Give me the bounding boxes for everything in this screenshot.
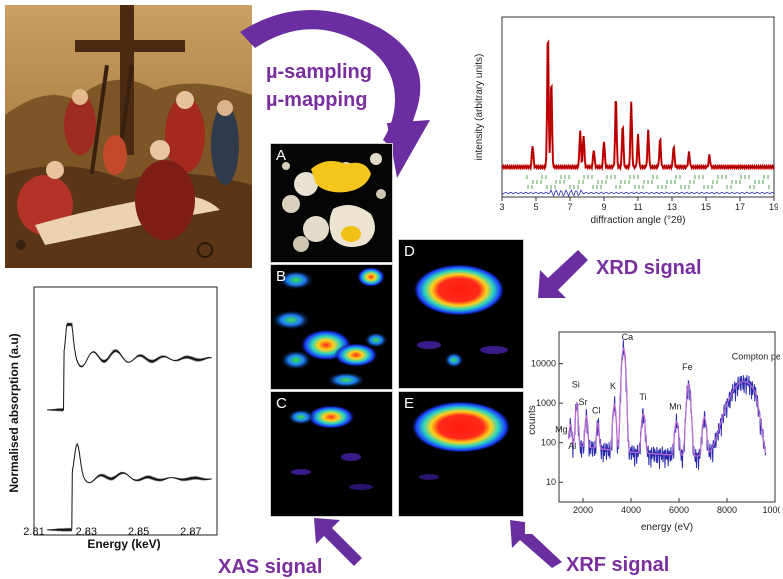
xrf-peak-label: Ca: [622, 332, 634, 342]
xrd-arrow: [538, 250, 588, 298]
xrf-y-tick-label: 10: [546, 477, 556, 487]
xrf-x-tick-label: 2000: [573, 505, 593, 515]
map-c-image: [271, 392, 392, 516]
panel-a-letter: A: [276, 147, 287, 164]
xrd-signal-label: XRD signal: [596, 257, 702, 279]
xas-ylabel: Normalised absorption (a.u): [7, 333, 21, 492]
xrf-x-tick-label: 4000: [621, 505, 641, 515]
xrd-frame: [501, 16, 775, 198]
map-b-image: [271, 265, 392, 389]
xas-spectrum-upper: [47, 321, 212, 412]
xrf-peak-label: Cl: [592, 405, 601, 415]
xrf-ylabel: counts: [527, 405, 538, 434]
xas-arrow: [314, 518, 362, 566]
xrf-fit-line: [568, 347, 766, 457]
xrf-frame: [558, 331, 776, 503]
xrd-x-tick-label: 3: [499, 202, 504, 212]
xrf-y-tick-label: 10000: [531, 359, 556, 369]
xrf-y-tick-label: 1000: [536, 398, 556, 408]
panel-c: C: [270, 391, 393, 517]
xrf-xlabel: energy (eV): [641, 522, 693, 533]
panel-e-letter: E: [404, 395, 415, 412]
xrd-xlabel: diffraction angle (°2θ): [591, 215, 686, 226]
xas-x-tick-label: 2.83: [76, 526, 97, 538]
map-d-image: [399, 240, 523, 388]
xrf-x-tick-label: 10000: [762, 505, 780, 515]
xrd-x-tick-label: 19: [769, 202, 778, 212]
map-e-image: [399, 392, 523, 516]
xrf-peak-label: Fe: [682, 362, 693, 372]
panel-b: B: [270, 264, 393, 390]
xrf-arrow: [510, 520, 562, 568]
panel-d: D: [398, 239, 524, 389]
sampling-arrow: [240, 9, 430, 178]
xrd-fit-line: [501, 39, 775, 172]
xrf-x-tick-label: 8000: [717, 505, 737, 515]
xrf-x-tick-label: 6000: [669, 505, 689, 515]
painting-image: [5, 5, 252, 268]
panel-c-letter: C: [276, 395, 287, 412]
xrf-peak-label: Sr: [579, 397, 588, 407]
xrd-chart: intensity (arbitrary units) 3 5 7 9 11 13 15 17…: [468, 3, 778, 229]
xrd-x-tick-label: 5: [533, 202, 538, 212]
xrd-x-tick-label: 17: [735, 202, 745, 212]
xrd-x-tick-label: 9: [601, 202, 606, 212]
xrd-x-tick-label: 15: [701, 202, 711, 212]
xrd-x-tick-label: 7: [567, 202, 572, 212]
xrf-peak-label: K: [610, 381, 616, 391]
xrf-chart: counts 10 100 1000 10000 2000 4000 6000 8000 10…: [525, 330, 780, 534]
sampling-label: µ-sampling: [266, 61, 372, 83]
xas-x-tick-label: 2.87: [180, 526, 201, 538]
panel-d-letter: D: [404, 243, 415, 260]
xrf-peak-label: Al: [568, 441, 576, 451]
xrf-peak-label: Mn: [669, 401, 682, 411]
xrf-peak-label: Compton peak: [732, 351, 780, 361]
xas-spectrum-lower: [47, 442, 212, 532]
xrf-peak-label: Mg: [555, 425, 568, 435]
xas-x-tick-label: 2.85: [128, 526, 149, 538]
xas-x-tick-label: 2.81: [23, 526, 44, 538]
xrf-peak-label: Ti: [639, 392, 646, 402]
xas-chart: Normalised absorption (a.u) 2.81 2.83 2.85…: [4, 285, 222, 553]
xas-signal-label: XAS signal: [218, 556, 323, 578]
xrf-data-line: [568, 340, 766, 470]
xrd-ylabel: intensity (arbitrary units): [474, 54, 485, 161]
xrd-x-tick-label: 11: [633, 202, 642, 212]
optical-sample-image: [271, 144, 392, 262]
xrf-signal-label: XRF signal: [566, 554, 670, 576]
panel-a: A: [270, 143, 393, 263]
xas-frame: [33, 286, 218, 536]
xas-xlabel: Energy (keV): [87, 537, 160, 551]
xrd-data-points: [501, 41, 775, 169]
panel-b-letter: B: [276, 268, 287, 285]
xrf-peak-label: Si: [572, 379, 580, 389]
xrf-y-tick-label: 100: [541, 438, 556, 448]
mapping-label: µ-mapping: [266, 89, 368, 111]
xrd-x-tick-label: 13: [667, 202, 677, 212]
xrd-residual-line: [501, 188, 775, 198]
panel-e: E: [398, 391, 524, 517]
